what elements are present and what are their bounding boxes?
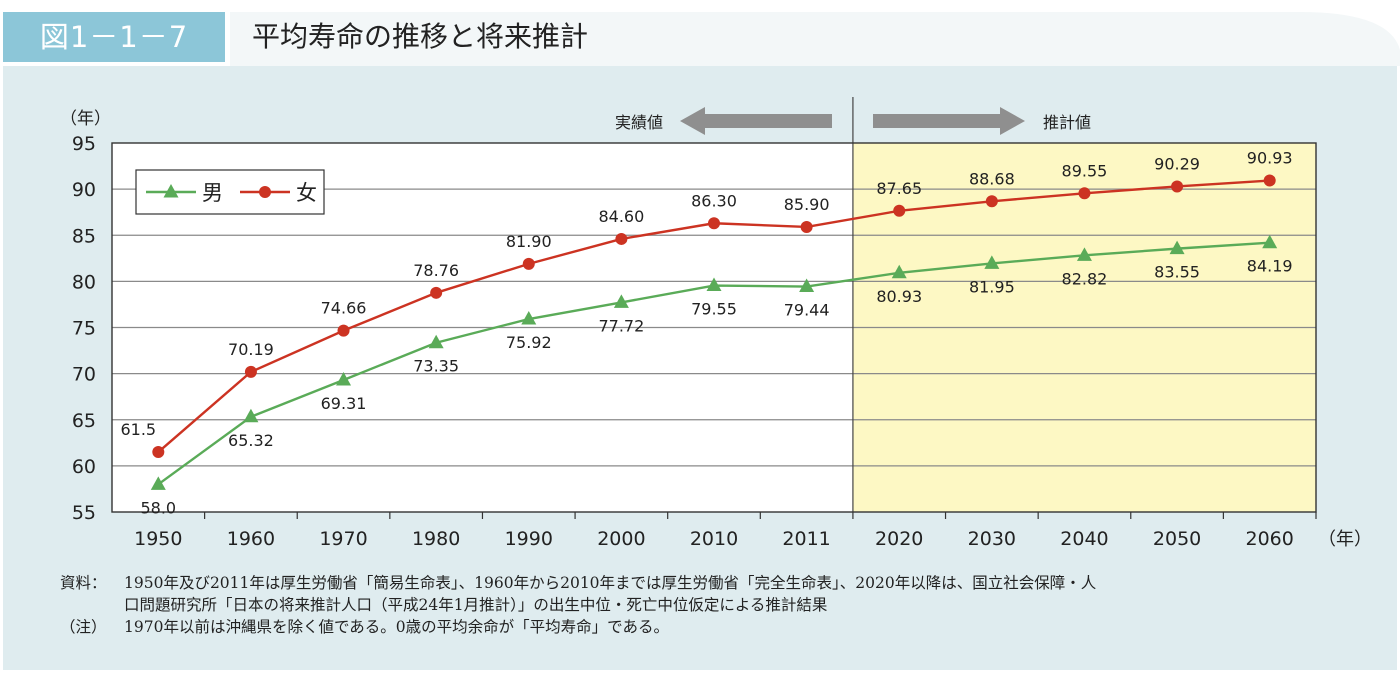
plot-frame bbox=[111, 142, 1317, 513]
y-tick-label: 80 bbox=[72, 271, 96, 293]
source-note-line2: 口問題研究所「日本の将来推計人口（平成24年1月推計）」の出生中位・死亡中位仮定… bbox=[124, 596, 828, 614]
data-label-female: 70.19 bbox=[228, 340, 274, 359]
data-label-male: 84.19 bbox=[1247, 257, 1293, 276]
actual-values-label: 実績値 bbox=[615, 113, 663, 132]
footnote-head: （注） bbox=[60, 618, 107, 636]
data-label-female: 90.93 bbox=[1247, 149, 1293, 168]
data-point-女 bbox=[337, 324, 350, 337]
data-label-female: 78.76 bbox=[413, 261, 459, 280]
right-arrow-icon bbox=[873, 107, 1025, 135]
data-point-女 bbox=[430, 286, 443, 299]
data-point-女 bbox=[1171, 180, 1184, 193]
source-note-head: 資料： bbox=[60, 574, 107, 592]
figure-number-badge: 図1－1－7 bbox=[3, 12, 225, 62]
data-label-female: 74.66 bbox=[321, 299, 367, 318]
data-label-female: 87.65 bbox=[876, 179, 922, 198]
figure-notes: 資料： 1950年及び2011年は厚生労働省「簡易生命表」、1960年から201… bbox=[60, 572, 1360, 638]
data-point-男 bbox=[150, 476, 166, 490]
x-tick-label: 1960 bbox=[227, 528, 275, 550]
y-tick-label: 55 bbox=[72, 502, 96, 524]
x-tick-label: 2050 bbox=[1153, 528, 1201, 550]
data-point-女 bbox=[708, 217, 720, 230]
left-arrow-icon bbox=[680, 107, 832, 135]
data-point-男 bbox=[243, 408, 259, 423]
data-point-男 bbox=[891, 264, 907, 279]
x-tick-label: 2030 bbox=[968, 528, 1016, 550]
data-point-女 bbox=[985, 195, 998, 208]
data-point-男 bbox=[1262, 234, 1278, 249]
data-label-female: 86.30 bbox=[691, 191, 737, 210]
x-tick-label: 1990 bbox=[505, 528, 553, 550]
header-bar bbox=[0, 12, 1400, 66]
legend-label-female: 女 bbox=[296, 181, 317, 205]
data-point-男 bbox=[1169, 240, 1185, 255]
legend-label-male: 男 bbox=[202, 181, 223, 205]
y-tick-label: 95 bbox=[72, 133, 96, 155]
x-tick-label: 2020 bbox=[875, 528, 923, 550]
data-label-female: 90.29 bbox=[1154, 154, 1200, 173]
data-label-male: 58.0 bbox=[140, 498, 176, 517]
data-point-男 bbox=[706, 277, 722, 292]
x-tick-label: 2060 bbox=[1246, 528, 1294, 550]
x-tick-label: 2040 bbox=[1060, 528, 1108, 550]
y-unit-label: （年） bbox=[60, 109, 111, 129]
forecast-values-label: 推計値 bbox=[1043, 113, 1091, 132]
data-label-male: 69.31 bbox=[321, 394, 367, 413]
source-note-line1: 1950年及び2011年は厚生労働省「簡易生命表」、1960年から2010年まで… bbox=[124, 574, 1097, 592]
data-label-male: 79.55 bbox=[691, 300, 737, 319]
data-point-女 bbox=[800, 220, 813, 233]
data-label-male: 73.35 bbox=[413, 357, 459, 376]
x-tick-label: 1980 bbox=[412, 528, 460, 550]
data-point-男 bbox=[799, 278, 815, 293]
x-tick-label: 1970 bbox=[319, 528, 367, 550]
data-label-male: 83.55 bbox=[1154, 263, 1200, 282]
x-unit-label: （年） bbox=[1318, 529, 1372, 550]
data-label-female: 85.90 bbox=[784, 195, 830, 214]
x-tick-label: 2000 bbox=[597, 528, 645, 550]
data-point-女 bbox=[522, 257, 535, 270]
data-point-女 bbox=[893, 204, 906, 217]
y-tick-label: 65 bbox=[72, 410, 96, 432]
data-point-男 bbox=[1076, 247, 1092, 261]
data-label-female: 88.68 bbox=[969, 169, 1015, 188]
data-point-女 bbox=[615, 232, 628, 245]
data-label-female: 61.5 bbox=[120, 420, 156, 439]
data-point-男 bbox=[521, 311, 537, 325]
data-point-女 bbox=[244, 365, 257, 378]
y-tick-label: 85 bbox=[72, 225, 96, 247]
figure-title: 平均寿命の推移と将来推計 bbox=[252, 20, 589, 53]
data-label-male: 80.93 bbox=[876, 287, 922, 306]
y-tick-label: 75 bbox=[72, 318, 96, 340]
footnote: （注） 1970年以前は沖縄県を除く値である。0歳の平均余命が「平均寿命」である… bbox=[60, 616, 1360, 638]
data-label-male: 77.72 bbox=[598, 316, 644, 335]
data-point-女 bbox=[1263, 174, 1276, 187]
data-label-male: 81.95 bbox=[969, 277, 1015, 296]
source-note: 資料： 1950年及び2011年は厚生労働省「簡易生命表」、1960年から201… bbox=[60, 572, 1360, 594]
data-label-female: 81.90 bbox=[506, 232, 552, 251]
data-point-男 bbox=[613, 294, 629, 308]
data-point-男 bbox=[984, 255, 1000, 269]
data-label-female: 84.60 bbox=[598, 207, 644, 226]
data-point-男 bbox=[336, 371, 352, 386]
footnote-body: 1970年以前は沖縄県を除く値である。0歳の平均余命が「平均寿命」である。 bbox=[124, 618, 670, 636]
data-point-女 bbox=[152, 446, 165, 459]
x-tick-label: 2010 bbox=[690, 528, 738, 550]
legend-marker-male bbox=[163, 184, 179, 198]
x-tick-label: 2011 bbox=[782, 528, 830, 550]
data-label-male: 82.82 bbox=[1062, 269, 1108, 288]
data-label-male: 65.32 bbox=[228, 431, 274, 450]
y-tick-label: 60 bbox=[72, 456, 96, 478]
data-label-male: 75.92 bbox=[506, 333, 552, 352]
data-point-男 bbox=[428, 334, 444, 349]
y-tick-label: 90 bbox=[72, 179, 96, 201]
x-tick-label: 1950 bbox=[134, 528, 182, 550]
data-point-女 bbox=[1078, 187, 1091, 200]
data-label-female: 89.55 bbox=[1062, 161, 1108, 180]
data-label-male: 79.44 bbox=[784, 301, 830, 320]
y-tick-label: 70 bbox=[72, 364, 96, 386]
legend-marker-female bbox=[259, 186, 271, 198]
